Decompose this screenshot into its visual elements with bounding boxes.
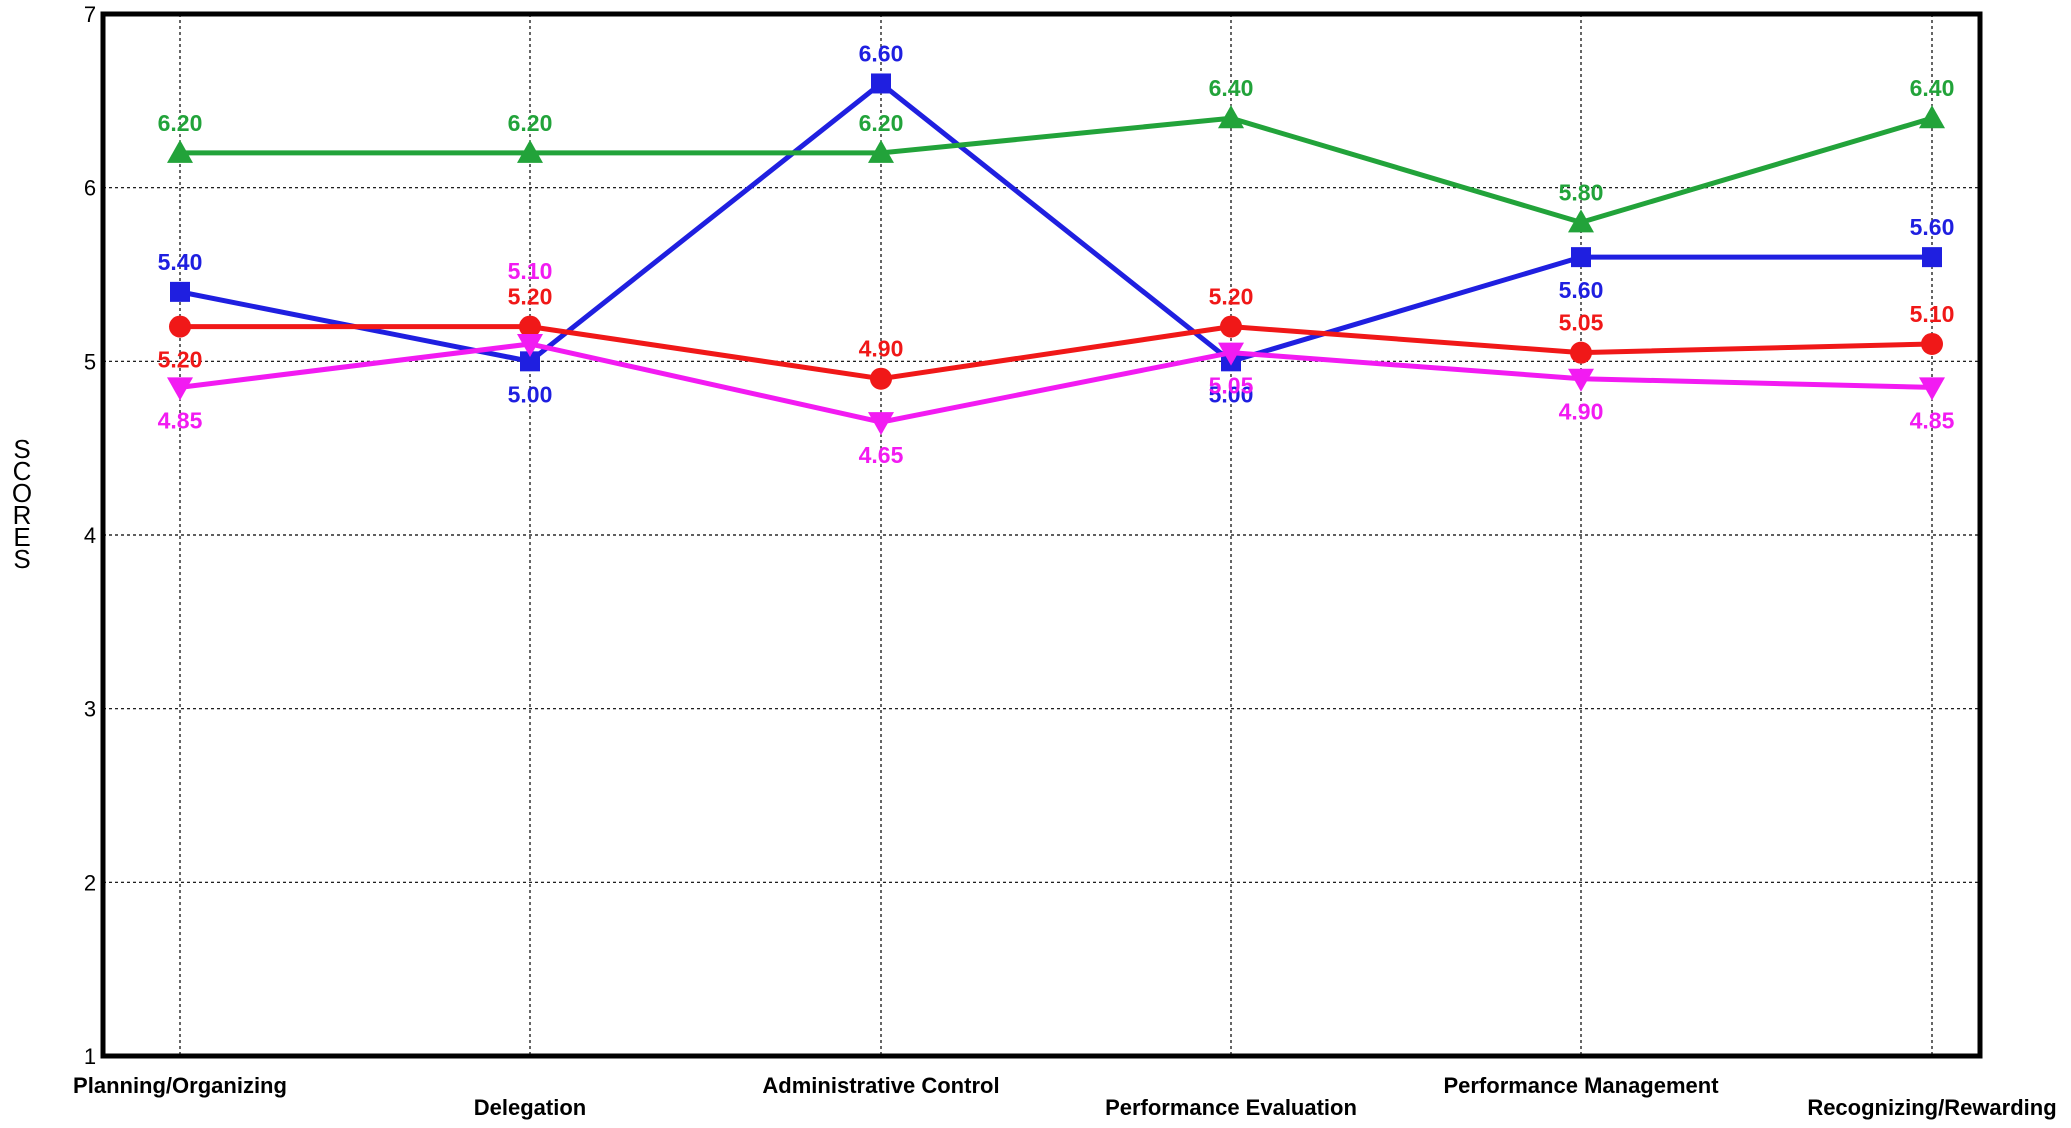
y-axis-title-letter: E [13,522,30,552]
x-category-labels: Planning/Organizing Delegation Administrat… [73,1073,2057,1120]
data-label: 5.10 [508,258,553,284]
data-point-square [871,73,891,94]
data-label: 5.05 [1209,373,1254,399]
data-point-triangle [1919,377,1945,401]
data-label: 5.00 [508,381,553,407]
data-point-triangle [1919,105,1945,129]
y-tick-label: 5 [84,349,96,374]
data-point-circle [870,367,892,390]
series-line [179,341,1933,425]
data-point-square [170,281,190,302]
data-label: 4.90 [859,336,904,362]
y-axis-title-letter: C [13,456,32,486]
y-tick-labels: 1 2 3 4 5 6 7 [84,2,96,1069]
data-label: 5.05 [1559,310,1604,336]
data-point-triangle [517,139,543,163]
y-tick-label: 1 [84,1044,96,1069]
y-axis-title-letter: S [13,434,30,464]
series-layer [167,73,1945,436]
data-point-circle [519,315,541,338]
y-axis-title-letter: R [13,500,32,530]
series-line [180,115,1933,225]
y-tick-label: 2 [84,870,96,895]
data-label: 6.20 [158,110,203,136]
y-tick-label: 7 [84,2,96,27]
data-point-square [520,351,540,372]
data-label: 5.80 [1559,179,1604,205]
data-point-triangle [517,333,543,357]
x-category-label: Performance Evaluation [1105,1095,1357,1120]
series-line [180,324,1933,382]
data-label: 6.20 [859,110,904,136]
data-label: 5.20 [158,347,203,373]
x-category-label: Performance Management [1443,1073,1719,1098]
data-point-circle [1570,341,1592,364]
data-label: 4.90 [1559,399,1604,425]
data-point-triangle [167,139,193,163]
data-point-triangle [868,412,894,436]
data-label: 4.85 [1910,407,1955,433]
series-line [179,80,1932,364]
x-category-label: Administrative Control [762,1073,999,1098]
data-label: 4.65 [859,442,904,468]
data-label: 6.60 [859,40,904,66]
data-label: 5.00 [1209,381,1254,407]
y-tick-label: 3 [84,697,96,722]
plot-frame [100,11,1983,1059]
data-point-square [1571,247,1591,268]
data-point-triangle [1568,368,1594,392]
y-tick-label: 4 [84,523,96,548]
data-point-triangle [868,139,894,163]
data-label: 5.60 [1910,214,1955,240]
data-label: 6.40 [1209,75,1254,101]
data-label: 5.10 [1910,301,1955,327]
y-axis-title-letter: O [12,478,32,508]
data-point-circle [1220,315,1242,338]
y-tick-label: 6 [84,176,96,201]
data-labels: 5.40 5.00 6.60 5.00 5.60 5.60 6.20 6.20 6.20 6.40… [158,40,1955,468]
x-category-label: Planning/Organizing [73,1073,287,1098]
data-label: 5.60 [1559,277,1604,303]
data-point-triangle [1218,342,1244,366]
data-label: 6.20 [508,110,553,136]
data-point-circle [169,315,191,338]
data-point-circle [1921,332,1943,355]
data-point-triangle [1568,209,1594,233]
data-label: 5.20 [1209,284,1254,310]
data-label: 5.40 [158,249,203,275]
y-axis-title-letter: S [13,544,30,574]
data-label: 4.85 [158,407,203,433]
data-label: 6.40 [1910,75,1955,101]
x-category-label: Recognizing/Rewarding [1807,1095,2056,1120]
data-label: 5.20 [508,284,553,310]
grid-layer [103,14,1980,1056]
data-point-square [1922,247,1942,268]
x-category-label: Delegation [474,1095,586,1120]
data-point-triangle [167,377,193,401]
data-point-triangle [1218,105,1244,129]
